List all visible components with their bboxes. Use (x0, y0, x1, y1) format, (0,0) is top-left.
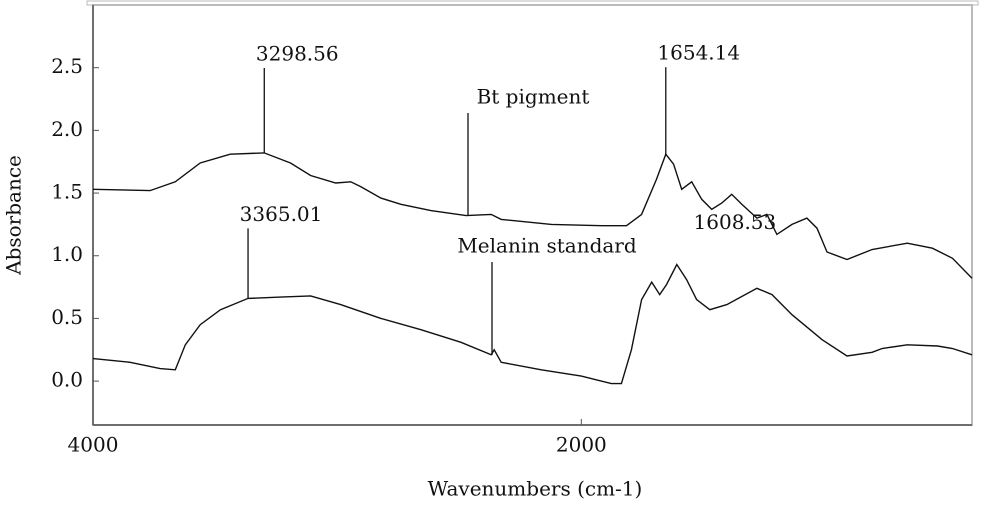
spectrum-line (92, 263, 973, 385)
x-tick-label: 2000 (556, 433, 607, 457)
peak-label: 3365.01 (240, 202, 323, 226)
y-tick-label: 2.5 (51, 54, 83, 78)
y-tick-label: 1.0 (51, 242, 83, 266)
y-tick-label: 0.0 (51, 368, 83, 392)
y-axis-label: Absorbance (2, 155, 26, 276)
y-tick-label: 2.0 (51, 117, 83, 141)
plot-frame (92, 4, 973, 426)
peak-label: 1608.53 (694, 210, 777, 234)
series-annotation: Melanin standard (457, 234, 637, 258)
spectrum-line (92, 152, 973, 279)
y-tick-label: 0.5 (51, 305, 83, 329)
y-tick-label: 1.5 (51, 180, 83, 204)
top-frame (86, 0, 979, 6)
x-tick-label: 4000 (68, 433, 119, 457)
peak-label: 1654.14 (657, 41, 740, 65)
series-annotation: Bt pigment (477, 85, 590, 109)
peak-label: 3298.56 (256, 41, 339, 65)
x-axis-label: Wavenumbers (cm-1) (428, 477, 643, 501)
